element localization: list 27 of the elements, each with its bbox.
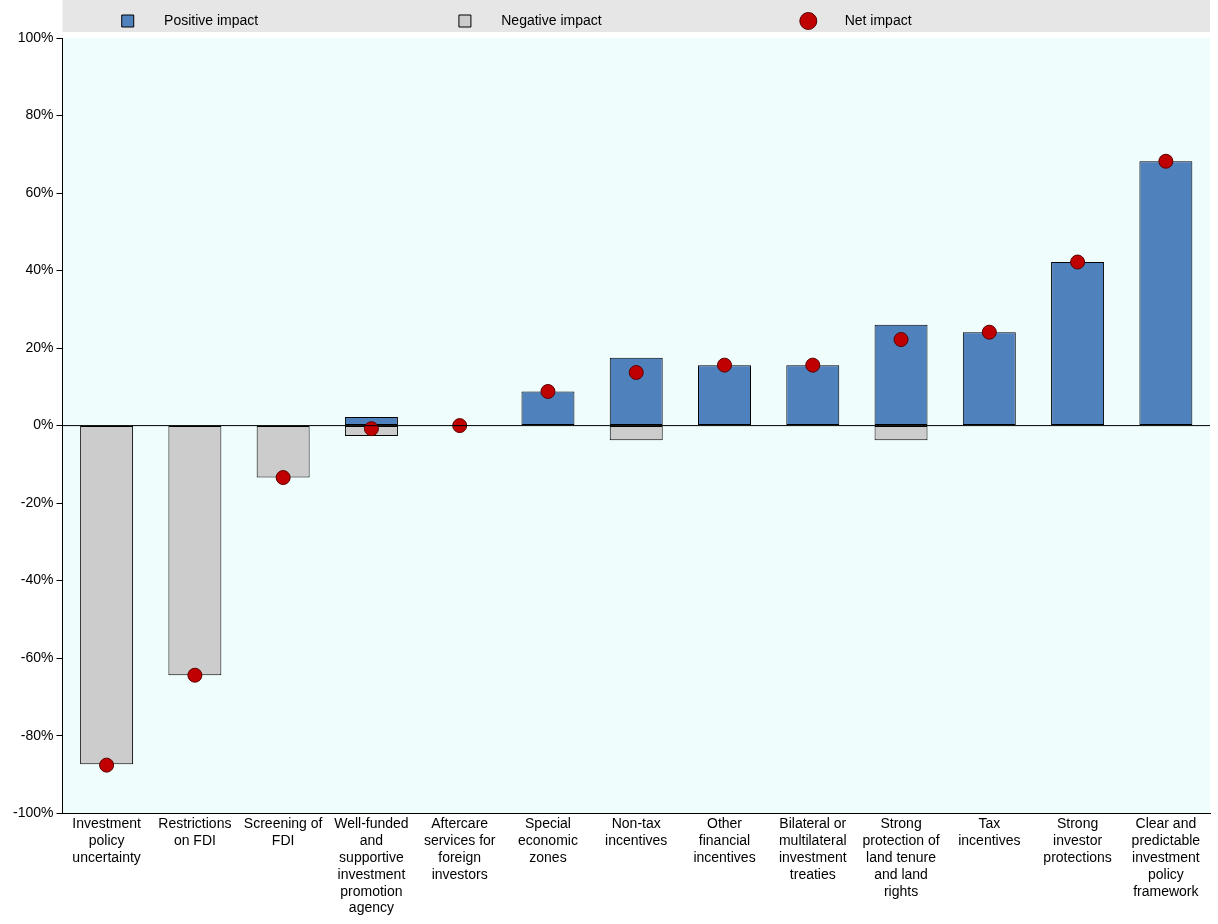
x-tick-label: Well-funded and supportive investment promotion agency <box>334 815 409 916</box>
legend-label: Negative impact <box>477 11 789 28</box>
x-tick-label: Tax incentives <box>958 815 1021 849</box>
y-tick-label: 40% <box>25 261 54 278</box>
y-tick-label: 60% <box>25 183 54 200</box>
x-tick-label: Other financial incentives <box>693 815 756 866</box>
x-tick-label: Strong investor protections <box>1043 815 1112 866</box>
x-tick-label: Restrictions on FDI <box>158 815 232 849</box>
x-tick-label: Clear and predictable investment policy framework <box>1131 815 1201 899</box>
y-tick-label: -80% <box>20 726 54 743</box>
x-tick-label: Bilateral or multilateral investment treaties <box>778 815 847 882</box>
y-tick-label: -100% <box>13 804 54 821</box>
x-tick-label: Aftercare services for foreign investors <box>423 815 496 882</box>
x-tick-label: Special economic zones <box>518 815 578 866</box>
y-tick-label: -40% <box>20 571 54 588</box>
x-tick-label: Strong protection of land tenure and land rights <box>862 815 940 899</box>
y-tick-label: 20% <box>25 338 54 355</box>
y-tick-label: -60% <box>20 649 54 666</box>
y-tick-label: 0% <box>33 416 54 433</box>
legend-label: Net impact <box>821 11 1099 28</box>
x-tick-label: Investment policy uncertainty <box>72 815 141 866</box>
y-tick-label: 80% <box>25 106 54 123</box>
y-tick-label: -20% <box>20 493 54 510</box>
x-tick-label: Non-tax incentives <box>605 815 668 849</box>
x-tick-label: Screening of FDI <box>243 815 323 849</box>
y-tick-label: 100% <box>17 28 54 45</box>
legend-label: Positive impact <box>140 11 445 28</box>
